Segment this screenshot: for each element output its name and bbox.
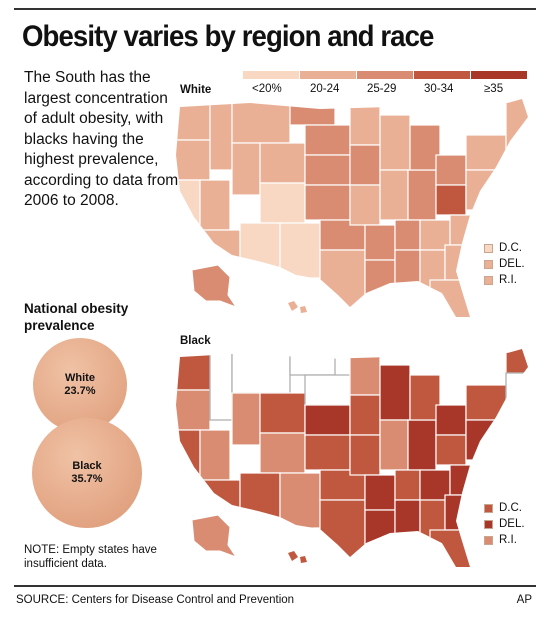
intro-text: The South has the largest concentration …	[24, 69, 179, 209]
legend-swatch-5	[471, 71, 527, 79]
black-del-label: DEL.	[499, 518, 525, 530]
legend-swatch-2	[300, 71, 356, 79]
white-del-label: DEL.	[499, 258, 525, 270]
legend-label-4: 30-34	[424, 83, 454, 95]
legend-swatch-4	[414, 71, 470, 79]
black-obesity-map	[176, 349, 528, 567]
black-prevalence-circle: Black 35.7%	[32, 418, 142, 528]
black-del-swatch	[484, 519, 493, 529]
white-dc-swatch	[484, 243, 493, 253]
white-del-swatch	[484, 259, 493, 269]
bottom-rule	[14, 585, 536, 587]
black-map-label: Black	[180, 335, 211, 347]
legend-swatch-1	[243, 71, 299, 79]
black-ri-swatch	[484, 535, 493, 545]
ap-credit: AP	[516, 594, 532, 606]
white-small-legend: D.C. DEL. R.I.	[484, 240, 525, 288]
white-circle-value: 23.7%	[64, 385, 96, 397]
legend-label-5: ≥35	[484, 83, 504, 95]
white-obesity-map	[176, 99, 528, 317]
hawaii-shape	[288, 301, 298, 311]
legend-label-3: 25-29	[367, 83, 397, 95]
black-dc-swatch	[484, 503, 493, 513]
white-circle-label: White	[65, 372, 95, 384]
black-circle-value: 35.7%	[71, 473, 103, 485]
alaska-shape	[191, 264, 238, 309]
white-dc-label: D.C.	[499, 242, 522, 254]
black-circle-label: Black	[72, 460, 102, 472]
legend-swatch-3	[357, 71, 413, 79]
page-title: Obesity varies by region and race	[22, 20, 434, 53]
white-ri-swatch	[484, 275, 493, 285]
legend-label-1: <20%	[252, 83, 282, 95]
top-rule	[14, 8, 536, 10]
white-map-label: White	[180, 84, 212, 96]
black-dc-label: D.C.	[499, 502, 522, 514]
national-prevalence-title: National obesity prevalence	[24, 301, 129, 333]
black-small-legend: D.C. DEL. R.I.	[484, 500, 525, 548]
note-text: NOTE: Empty states have insufficient dat…	[24, 544, 157, 570]
legend-label-2: 20-24	[310, 83, 340, 95]
black-ri-label: R.I.	[499, 534, 517, 546]
white-ri-label: R.I.	[499, 274, 517, 286]
white-prevalence-circle: White 23.7%	[33, 338, 127, 432]
alaska-shape-black	[191, 514, 238, 559]
source-credit: SOURCE: Centers for Disease Control and …	[16, 594, 295, 606]
